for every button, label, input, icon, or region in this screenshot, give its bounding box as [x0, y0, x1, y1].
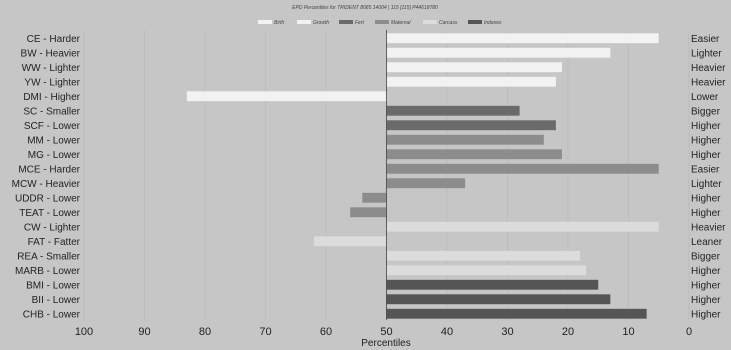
x-tick-70: 70	[259, 326, 271, 338]
opposite-label-uddr-lower: Higher	[691, 193, 721, 204]
bar-yw-lighter	[386, 76, 556, 87]
bar-mg-lower	[386, 149, 562, 160]
x-tick-0: 0	[686, 326, 692, 338]
opposite-label-sc-smaller: Bigger	[691, 106, 721, 117]
opposite-label-bw-heavier: Lighter	[691, 48, 722, 59]
x-tick-10: 10	[622, 326, 634, 338]
legend-label-birth: Birth	[274, 20, 285, 26]
chart-title: EPD Percentiles for TRIDENT 8085 14004 |…	[292, 5, 438, 11]
bar-marb-lower	[386, 265, 587, 276]
legend-label-fert: Fert	[355, 20, 365, 26]
category-label-ce-harder: CE - Harder	[27, 34, 81, 45]
bar-mcw-heavier	[386, 178, 466, 189]
category-label-mg-lower: MG - Lower	[28, 150, 81, 161]
category-label-mcw-heavier: MCW - Heavier	[12, 179, 81, 190]
opposite-label-rea-smaller: Bigger	[691, 251, 721, 262]
opposite-label-ce-harder: Easier	[691, 34, 720, 45]
bar-bw-heavier	[386, 47, 611, 58]
bar-uddr-lower	[362, 192, 387, 203]
category-label-bii-lower: BII - Lower	[32, 295, 81, 306]
category-label-ww-lighter: WW - Lighter	[22, 63, 81, 74]
legend-swatch-carcass	[423, 20, 437, 24]
opposite-label-chb-lower: Higher	[691, 309, 721, 320]
opposite-label-fat-fatter: Leaner	[691, 237, 723, 248]
bar-ce-harder	[386, 33, 659, 44]
x-tick-40: 40	[441, 326, 453, 338]
legend-swatch-indexes	[468, 20, 482, 24]
bar-rea-smaller	[386, 250, 581, 261]
category-label-yw-lighter: YW - Lighter	[24, 77, 80, 88]
category-label-fat-fatter: FAT - Fatter	[28, 237, 81, 248]
bar-mm-lower	[386, 134, 544, 145]
opposite-label-teat-lower: Higher	[691, 208, 721, 219]
opposite-label-mce-harder: Easier	[691, 164, 720, 175]
bar-bii-lower	[386, 294, 611, 305]
x-tick-50: 50	[380, 326, 392, 338]
category-label-mm-lower: MM - Lower	[27, 135, 80, 146]
x-tick-60: 60	[320, 326, 332, 338]
x-ticks: 100 90 80 70 60 50 40 30 20 10 0	[75, 326, 692, 338]
x-tick-30: 30	[501, 326, 513, 338]
opposite-label-yw-lighter: Heavier	[691, 77, 726, 88]
opposite-label-scf-lower: Higher	[691, 121, 721, 132]
bar-mce-harder	[386, 163, 659, 174]
legend-swatch-maternal	[375, 20, 389, 24]
opposite-label-cw-lighter: Heavier	[691, 222, 726, 233]
bar-sc-smaller	[386, 105, 520, 116]
category-label-scf-lower: SCF - Lower	[24, 121, 81, 132]
opposite-label-marb-lower: Higher	[691, 266, 721, 277]
x-axis-label: Percentiles	[361, 338, 410, 349]
category-label-chb-lower: CHB - Lower	[23, 309, 81, 320]
x-tick-100: 100	[75, 326, 93, 338]
category-label-uddr-lower: UDDR - Lower	[15, 193, 81, 204]
category-label-cw-lighter: CW - Lighter	[24, 222, 81, 233]
category-label-bw-heavier: BW - Heavier	[21, 48, 81, 59]
category-label-rea-smaller: REA - Smaller	[17, 251, 80, 262]
legend-label-indexes: Indexes	[484, 20, 502, 26]
opposite-label-ww-lighter: Heavier	[691, 63, 726, 74]
opposite-label-bmi-lower: Higher	[691, 280, 721, 291]
category-labels: CE - Harder Easier BW - Heavier Lighter WW -…	[12, 34, 726, 321]
opposite-label-mm-lower: Higher	[691, 135, 721, 146]
legend-label-maternal: Maternal	[391, 20, 411, 26]
opposite-label-dmi-higher: Lower	[691, 92, 719, 103]
opposite-label-bii-lower: Higher	[691, 295, 721, 306]
bar-scf-lower	[386, 120, 556, 131]
bar-cw-lighter	[386, 221, 659, 232]
legend-swatch-birth	[258, 20, 272, 24]
legend: Birth Growth Fert Maternal Carcass Indexes	[258, 20, 502, 26]
bar-fat-fatter	[313, 236, 387, 247]
category-label-dmi-higher: DMI - Higher	[23, 92, 80, 103]
legend-swatch-fert	[339, 20, 353, 24]
x-tick-80: 80	[199, 326, 211, 338]
opposite-label-mg-lower: Higher	[691, 150, 721, 161]
bar-ww-lighter	[386, 62, 562, 73]
legend-label-growth: Growth	[313, 20, 329, 26]
legend-label-carcass: Carcass	[439, 20, 458, 26]
opposite-label-mcw-heavier: Lighter	[691, 179, 722, 190]
category-label-marb-lower: MARB - Lower	[15, 266, 81, 277]
category-label-teat-lower: TEAT - Lower	[19, 208, 80, 219]
bar-bmi-lower	[386, 279, 599, 290]
category-label-bmi-lower: BMI - Lower	[26, 280, 81, 291]
bar-teat-lower	[350, 207, 387, 218]
x-tick-90: 90	[138, 326, 150, 338]
bars	[186, 30, 659, 320]
category-label-mce-harder: MCE - Harder	[18, 164, 80, 175]
x-tick-20: 20	[562, 326, 574, 338]
legend-swatch-growth	[297, 20, 311, 24]
category-label-sc-smaller: SC - Smaller	[23, 106, 80, 117]
bar-chb-lower	[386, 308, 647, 319]
bar-dmi-higher	[186, 91, 387, 102]
